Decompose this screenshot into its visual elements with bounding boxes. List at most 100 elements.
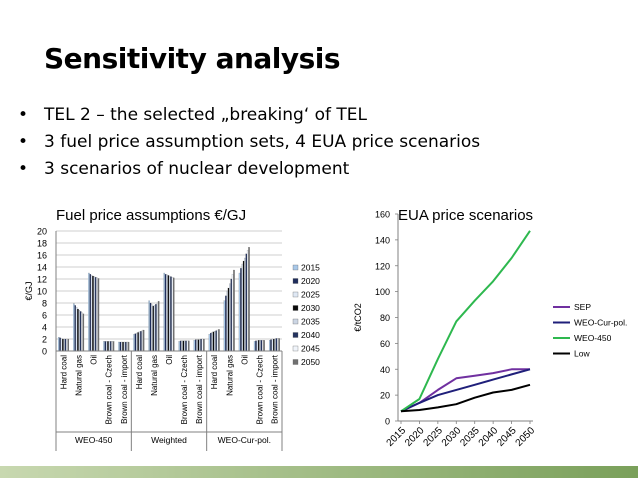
- bar: [223, 300, 226, 352]
- chart-title: Fuel price assumptions €/GJ: [56, 207, 246, 224]
- y-tick-label: 100: [375, 287, 390, 297]
- legend-swatch: [292, 345, 299, 352]
- bullet-item: • TEL 2 – the selected „breaking‘ of TEL: [18, 105, 368, 125]
- bar: [274, 338, 276, 352]
- bar: [229, 283, 231, 352]
- legend-swatch: [292, 318, 299, 325]
- bullet-text: TEL 2 – the selected „breaking‘ of TEL: [44, 105, 368, 125]
- bar: [268, 340, 271, 352]
- x-tick-label: 2020: [403, 425, 427, 449]
- category-label: Natural gas: [225, 355, 234, 396]
- bar: [172, 277, 175, 352]
- slide-title: Sensitivity analysis: [44, 42, 341, 75]
- group-label: WEO-Cur-pol.: [218, 435, 271, 445]
- y-tick-label: 140: [375, 235, 390, 245]
- bar: [218, 329, 220, 352]
- x-tick-label: 2040: [477, 425, 501, 449]
- bar: [227, 287, 230, 352]
- bar: [94, 277, 97, 352]
- y-tick-label: 8: [42, 299, 47, 309]
- legend-swatch: [292, 305, 299, 311]
- bar: [277, 338, 279, 352]
- bar: [259, 340, 261, 352]
- legend-label: 2045: [301, 344, 320, 354]
- category-label: Natural gas: [150, 355, 159, 396]
- bullet-text: 3 scenarios of nuclear development: [44, 159, 350, 179]
- series-line: [400, 230, 531, 413]
- legend-label: 2025: [301, 290, 320, 300]
- bar: [186, 340, 189, 352]
- bar: [183, 340, 186, 352]
- bar: [77, 308, 79, 352]
- bar: [215, 330, 217, 352]
- x-tick-label: 2050: [514, 425, 538, 449]
- bar: [246, 250, 249, 352]
- bar: [89, 274, 92, 352]
- y-tick-label: 6: [42, 311, 47, 321]
- bar: [260, 340, 263, 352]
- legend-label: 2020: [301, 276, 320, 286]
- group-label: Weighted: [151, 435, 187, 445]
- bar: [197, 339, 200, 352]
- y-tick-label: 60: [380, 339, 390, 349]
- fuel-price-chart: Fuel price assumptions €/GJ 0 2 4 6 8 10 12 14 16…: [24, 207, 320, 451]
- bar: [59, 337, 61, 352]
- y-axis-label: €/GJ: [24, 281, 34, 300]
- bar: [245, 253, 248, 352]
- bar: [133, 334, 135, 352]
- bullet-list: • TEL 2 – the selected „breaking‘ of TEL …: [18, 102, 480, 183]
- y-tick-label: 16: [37, 251, 47, 261]
- y-tick-label: 40: [380, 365, 390, 375]
- bar: [122, 341, 124, 352]
- y-tick-label: 0: [385, 417, 390, 427]
- legend-swatch: [292, 278, 299, 284]
- bar: [214, 331, 216, 352]
- y-tick-label: 14: [37, 263, 47, 273]
- category-label: Brown coal - Czech: [180, 355, 189, 424]
- bar: [149, 302, 152, 352]
- bar: [248, 247, 250, 352]
- bar: [244, 257, 246, 352]
- bar: [273, 338, 275, 352]
- bar: [81, 312, 83, 352]
- y-tick-label: 160: [375, 210, 390, 220]
- legend-label: WEO-450: [574, 333, 612, 343]
- bar: [195, 339, 197, 352]
- bar: [231, 274, 234, 352]
- legend-label: 2015: [301, 263, 320, 273]
- y-axis-label: €/tCO2: [353, 303, 363, 332]
- y-tick-label: 2: [42, 335, 47, 345]
- category-label: Oil: [165, 355, 174, 365]
- category-label: Natural gas: [75, 355, 84, 396]
- bar: [108, 341, 111, 352]
- bar: [178, 341, 181, 352]
- bar: [118, 341, 120, 352]
- bar: [270, 339, 272, 352]
- bar: [137, 332, 139, 352]
- bar: [121, 341, 123, 352]
- legend-swatch: [292, 291, 299, 298]
- legend-label: Low: [574, 349, 590, 359]
- bar: [93, 276, 96, 352]
- bar: [240, 268, 242, 352]
- x-tick-label: 2030: [440, 425, 464, 449]
- bar: [256, 340, 259, 352]
- bar: [179, 340, 182, 352]
- bullet-item: • 3 scenarios of nuclear development: [18, 159, 350, 179]
- bar: [140, 331, 142, 352]
- legend-label: 2030: [301, 303, 320, 313]
- bar: [75, 307, 78, 352]
- category-label: Brown coal - import: [195, 354, 204, 424]
- bar: [181, 340, 183, 352]
- y-tick-label: 18: [37, 239, 47, 249]
- bar: [67, 338, 70, 352]
- bar: [185, 340, 187, 352]
- bar: [226, 290, 228, 352]
- bar: [110, 341, 112, 352]
- bar: [125, 341, 127, 352]
- y-tick-label: 80: [380, 313, 390, 323]
- bar: [96, 277, 98, 352]
- bar: [201, 338, 204, 352]
- bar: [74, 305, 76, 352]
- bullet-text: 3 fuel price assumption sets, 4 EUA pric…: [44, 132, 481, 152]
